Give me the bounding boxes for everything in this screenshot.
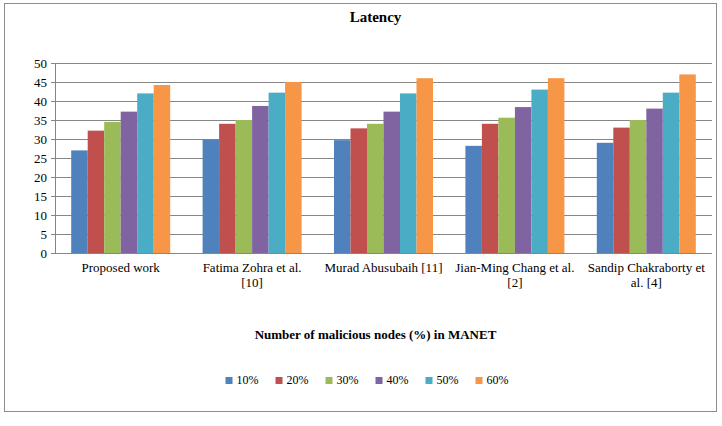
x-tick-label: Jian-Ming Chang et al.[2] bbox=[455, 260, 574, 290]
bar bbox=[613, 128, 630, 253]
bar bbox=[465, 146, 482, 253]
bar bbox=[531, 90, 548, 253]
bar bbox=[663, 93, 680, 253]
bar bbox=[630, 120, 647, 253]
legend-swatch bbox=[476, 377, 483, 384]
legend-swatch bbox=[276, 377, 283, 384]
bar bbox=[515, 107, 532, 253]
legend-swatch bbox=[426, 377, 433, 384]
legend-label: 30% bbox=[337, 373, 359, 387]
bar bbox=[137, 93, 154, 253]
y-tick-label: 35 bbox=[34, 113, 47, 128]
legend-swatch bbox=[226, 377, 233, 384]
bar bbox=[367, 124, 384, 253]
bar bbox=[88, 131, 105, 253]
chart-frame bbox=[5, 4, 717, 412]
bar bbox=[597, 143, 614, 253]
y-tick-label: 50 bbox=[34, 56, 47, 71]
y-tick-label: 5 bbox=[41, 227, 48, 242]
x-tick-label: Sandip Chakraborty etal. [4] bbox=[588, 260, 705, 290]
tick-mark bbox=[51, 234, 55, 235]
bar bbox=[154, 85, 171, 253]
tick-mark bbox=[51, 139, 55, 140]
bar bbox=[269, 93, 286, 253]
y-tick-label: 0 bbox=[41, 246, 48, 261]
tick-mark bbox=[51, 63, 55, 64]
legend-label: 10% bbox=[237, 373, 259, 387]
chart-container: Latency 0 5 10 15 20 25 30 35 40 45 50 Proposed work… bbox=[0, 0, 722, 426]
grid-line bbox=[55, 253, 712, 254]
x-tick-label: Murad Abusubaih [11] bbox=[325, 260, 443, 275]
bar bbox=[417, 78, 434, 253]
bar bbox=[679, 74, 696, 253]
legend-label: 60% bbox=[487, 373, 509, 387]
bar bbox=[104, 122, 121, 253]
tick-mark bbox=[51, 158, 55, 159]
bar bbox=[71, 150, 88, 253]
bars bbox=[71, 74, 696, 253]
grid bbox=[51, 64, 712, 254]
grid-line bbox=[55, 82, 712, 83]
grid-line bbox=[55, 63, 712, 64]
bar bbox=[285, 82, 302, 253]
chart: Latency 0 5 10 15 20 25 30 35 40 45 50 Proposed work… bbox=[0, 0, 722, 426]
legend-swatch bbox=[376, 377, 383, 384]
bar bbox=[203, 140, 220, 253]
y-tick-label: 20 bbox=[34, 170, 47, 185]
tick-mark bbox=[51, 196, 55, 197]
bar bbox=[482, 124, 499, 253]
y-tick-label: 10 bbox=[34, 208, 47, 223]
y-tick-label: 40 bbox=[34, 94, 47, 109]
bar bbox=[498, 118, 515, 253]
bar bbox=[236, 120, 253, 253]
y-axis bbox=[55, 63, 56, 253]
legend-swatch bbox=[326, 377, 333, 384]
y-tick-label: 25 bbox=[34, 151, 47, 166]
bar bbox=[400, 93, 417, 253]
tick-mark bbox=[51, 215, 55, 216]
bar bbox=[334, 140, 351, 253]
legend: 10% 20% 30% 40% 50% 60% bbox=[226, 373, 509, 387]
tick-mark bbox=[51, 253, 55, 254]
tick-mark bbox=[51, 177, 55, 178]
bar bbox=[351, 128, 368, 253]
tick-mark bbox=[51, 101, 55, 102]
bar bbox=[548, 78, 565, 253]
x-tick-label: Fatima Zohra et al.[10] bbox=[203, 260, 302, 290]
bar bbox=[219, 124, 236, 253]
tick-mark bbox=[51, 120, 55, 121]
x-axis-label: Number of malicious nodes (%) in MANET bbox=[255, 327, 497, 342]
y-tick-label: 15 bbox=[34, 189, 47, 204]
y-tick-label: 45 bbox=[34, 75, 47, 90]
legend-label: 50% bbox=[437, 373, 459, 387]
legend-label: 40% bbox=[387, 373, 409, 387]
title: Latency bbox=[350, 9, 402, 25]
y-tick-label: 30 bbox=[34, 132, 47, 147]
bar bbox=[646, 109, 663, 253]
bar bbox=[121, 112, 138, 253]
tick-mark bbox=[51, 82, 55, 83]
bar bbox=[252, 106, 269, 253]
x-tick-label: Proposed work bbox=[82, 260, 161, 275]
legend-label: 20% bbox=[287, 373, 309, 387]
bar bbox=[384, 112, 401, 253]
